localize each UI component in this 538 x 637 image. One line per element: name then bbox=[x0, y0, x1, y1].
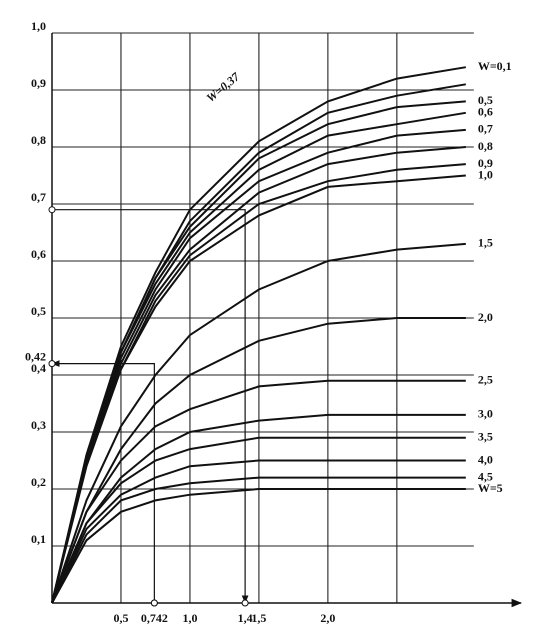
curve bbox=[51, 459, 466, 604]
series-label: 0,5 bbox=[478, 93, 493, 107]
annotation-point bbox=[150, 599, 158, 607]
annotation: 0,742 bbox=[141, 611, 168, 625]
y-tick-label: 0,1 bbox=[31, 532, 46, 546]
curve bbox=[51, 174, 466, 604]
series-label: W=0,1 bbox=[478, 59, 512, 73]
x-tick-label: 1,0 bbox=[182, 611, 197, 625]
y-tick-label: 0,7 bbox=[31, 190, 46, 204]
y-tick-label: 0,8 bbox=[31, 133, 46, 147]
series-label: 0,8 bbox=[478, 139, 493, 153]
series-label: 4,5 bbox=[478, 469, 493, 483]
series-label: 1,5 bbox=[478, 236, 493, 250]
series-label: 0,9 bbox=[478, 156, 493, 170]
y-tick-label: 0,9 bbox=[31, 76, 46, 90]
series-label: 4,0 bbox=[478, 452, 493, 466]
curve bbox=[51, 317, 466, 604]
series-label: W=5 bbox=[478, 481, 503, 495]
series-label: 0,7 bbox=[478, 122, 493, 136]
annotation-point bbox=[241, 599, 249, 607]
y-tick-label: 0,6 bbox=[31, 247, 46, 261]
y-tick-label: 0,3 bbox=[31, 418, 46, 432]
curve bbox=[51, 476, 466, 604]
guide-arrow bbox=[52, 209, 249, 604]
series-label: 3,0 bbox=[478, 407, 493, 421]
x-tick-label: 1,5 bbox=[251, 611, 266, 625]
guide-point bbox=[48, 206, 56, 214]
annotation: 1,4 bbox=[238, 611, 253, 625]
curve bbox=[51, 413, 466, 604]
series-label: 2,5 bbox=[478, 372, 493, 386]
series-label: 2,0 bbox=[478, 310, 493, 324]
series-label: 3,5 bbox=[478, 429, 493, 443]
guide-arrow bbox=[51, 360, 155, 603]
annotation: 0,42 bbox=[25, 349, 46, 363]
y-tick-label: 0,2 bbox=[31, 475, 46, 489]
curve bbox=[51, 488, 466, 604]
x-tick-label: 2,0 bbox=[320, 611, 335, 625]
curve bbox=[51, 436, 466, 604]
x-tick-label: 0,5 bbox=[113, 611, 128, 625]
series-label: 1,0 bbox=[478, 167, 493, 181]
curve bbox=[51, 379, 466, 604]
y-tick-label: 0,5 bbox=[31, 304, 46, 318]
series-label: 0,6 bbox=[478, 105, 493, 119]
curve bbox=[51, 83, 466, 604]
y-tick-label: 0,4 bbox=[31, 361, 46, 375]
curve bbox=[51, 163, 466, 604]
y-tick-label: 1,0 bbox=[31, 19, 46, 33]
annotation-point bbox=[48, 360, 56, 368]
series-label: W=0,37 bbox=[204, 69, 243, 105]
curve bbox=[51, 242, 466, 604]
